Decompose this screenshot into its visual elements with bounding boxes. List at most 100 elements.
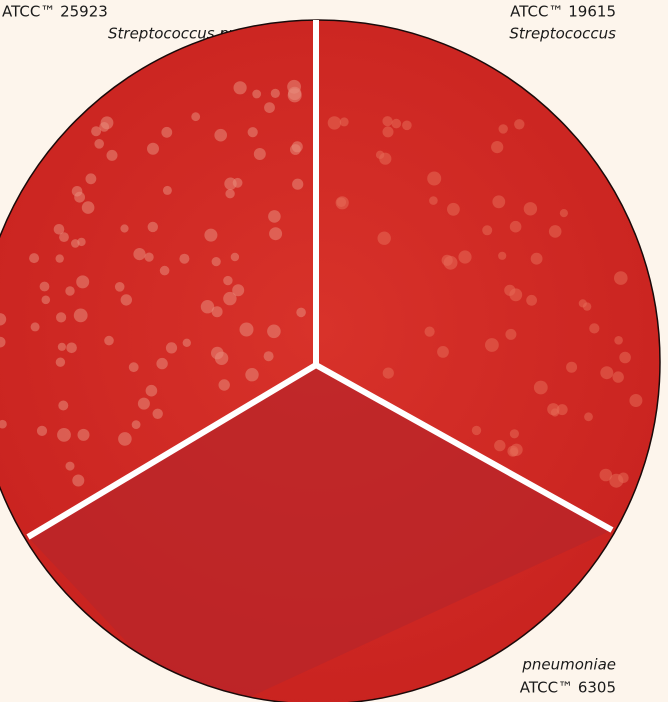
species-label: Streptococcus xyxy=(509,25,616,43)
colony xyxy=(509,220,522,233)
colony xyxy=(429,196,438,205)
strain-label: ATCC™ 19615 xyxy=(510,3,616,21)
colony xyxy=(566,361,578,373)
colony xyxy=(559,209,569,218)
colony xyxy=(73,308,88,323)
colony xyxy=(218,379,230,391)
colony xyxy=(0,313,7,326)
colony xyxy=(74,191,85,203)
colony xyxy=(131,420,141,429)
colony xyxy=(81,201,95,214)
colony xyxy=(471,425,482,436)
colony xyxy=(55,254,64,263)
colony xyxy=(58,400,69,411)
colony xyxy=(55,357,66,367)
colony xyxy=(72,474,85,487)
colony xyxy=(612,371,624,383)
colony xyxy=(270,88,280,98)
colony xyxy=(391,118,402,129)
colony xyxy=(162,185,172,195)
colony xyxy=(39,281,50,292)
colony xyxy=(599,468,613,482)
colony xyxy=(263,351,274,362)
colony xyxy=(147,221,158,233)
colony xyxy=(65,461,75,471)
colony xyxy=(76,275,90,289)
colony xyxy=(200,300,215,314)
colony xyxy=(179,253,190,264)
colony xyxy=(106,149,118,161)
colonies xyxy=(0,79,643,488)
species-label: pneumoniae xyxy=(521,656,616,674)
colony xyxy=(533,380,548,395)
colony xyxy=(600,366,614,380)
colony xyxy=(211,257,221,267)
colony xyxy=(156,357,168,370)
colony xyxy=(85,173,97,185)
colony xyxy=(57,428,71,442)
colony xyxy=(57,342,66,351)
colony xyxy=(494,439,506,452)
colony xyxy=(245,368,259,382)
colony xyxy=(614,336,623,345)
colony xyxy=(247,127,258,138)
colony xyxy=(509,288,523,302)
colony xyxy=(41,295,51,305)
colony xyxy=(290,144,301,155)
colony xyxy=(264,102,275,113)
colony xyxy=(447,202,460,216)
colony xyxy=(230,252,240,262)
colony xyxy=(211,306,223,318)
colony xyxy=(375,150,385,159)
colony xyxy=(437,346,449,358)
colony xyxy=(530,252,543,265)
colony xyxy=(498,124,508,134)
colony xyxy=(159,265,170,276)
colony xyxy=(267,324,281,339)
colony xyxy=(225,189,235,199)
colony xyxy=(120,224,129,233)
colony xyxy=(29,253,40,264)
colony xyxy=(0,336,6,348)
divider xyxy=(314,362,614,533)
colony xyxy=(0,419,7,429)
colony xyxy=(614,271,628,285)
colony xyxy=(214,128,227,142)
colony xyxy=(161,126,173,138)
colony xyxy=(492,195,506,209)
colony xyxy=(145,384,158,397)
colony xyxy=(485,338,499,352)
colony xyxy=(424,326,435,337)
colony xyxy=(191,112,201,122)
colony xyxy=(30,322,40,332)
colony xyxy=(224,177,237,190)
colony xyxy=(133,248,146,261)
colony xyxy=(128,362,139,373)
colony xyxy=(514,119,525,130)
colony xyxy=(71,239,80,248)
colony xyxy=(239,322,254,337)
colony xyxy=(114,282,125,292)
colony xyxy=(137,397,150,410)
colony xyxy=(382,367,394,379)
colony xyxy=(336,197,347,207)
colony xyxy=(223,275,233,286)
colony xyxy=(584,412,593,422)
colony xyxy=(578,299,587,308)
colony xyxy=(377,231,391,245)
colony xyxy=(53,224,65,235)
colony xyxy=(233,81,247,95)
colony xyxy=(182,338,191,347)
colony xyxy=(99,122,110,132)
dividers xyxy=(26,20,614,540)
species-label: Streptococcus py xyxy=(108,25,239,43)
colony xyxy=(118,432,132,446)
colony xyxy=(77,428,90,441)
colony xyxy=(427,171,442,186)
colony xyxy=(144,252,154,262)
colony xyxy=(327,116,342,130)
colony xyxy=(526,294,537,306)
colony xyxy=(104,335,114,346)
colony xyxy=(547,403,560,416)
dense-growth-sector xyxy=(28,365,612,702)
